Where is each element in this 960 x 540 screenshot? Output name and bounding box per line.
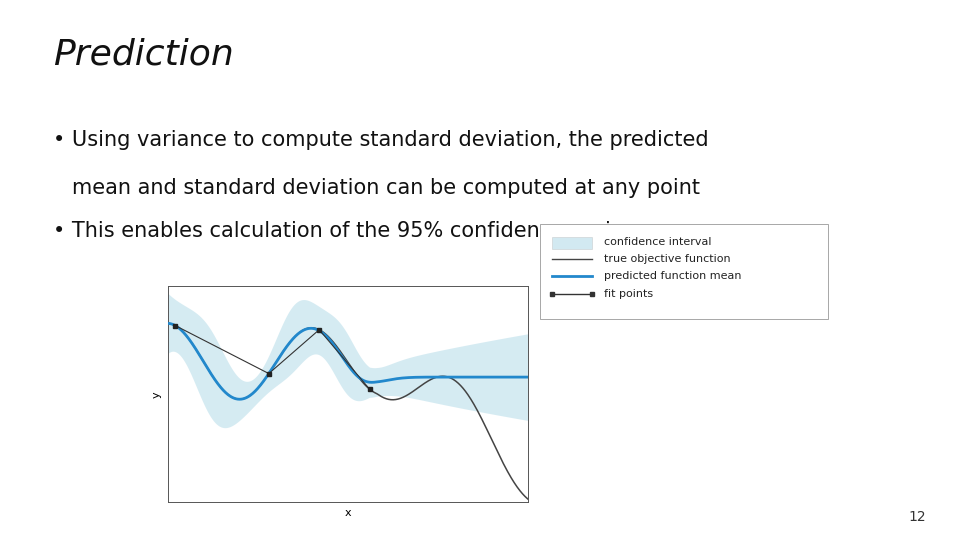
Y-axis label: y: y (152, 391, 161, 397)
Text: • Using variance to compute standard deviation, the predicted: • Using variance to compute standard dev… (53, 130, 708, 150)
Text: Prediction: Prediction (53, 38, 233, 72)
Text: predicted function mean: predicted function mean (604, 272, 741, 281)
Bar (552, 237, 592, 249)
Text: 12: 12 (909, 510, 926, 524)
X-axis label: x: x (345, 509, 351, 518)
Text: fit points: fit points (604, 289, 653, 299)
FancyBboxPatch shape (540, 224, 828, 319)
Text: confidence interval: confidence interval (604, 237, 711, 247)
Text: mean and standard deviation can be computed at any point: mean and standard deviation can be compu… (72, 178, 700, 198)
Text: true objective function: true objective function (604, 254, 731, 264)
Text: • This enables calculation of the 95% confidence region: • This enables calculation of the 95% co… (53, 221, 636, 241)
